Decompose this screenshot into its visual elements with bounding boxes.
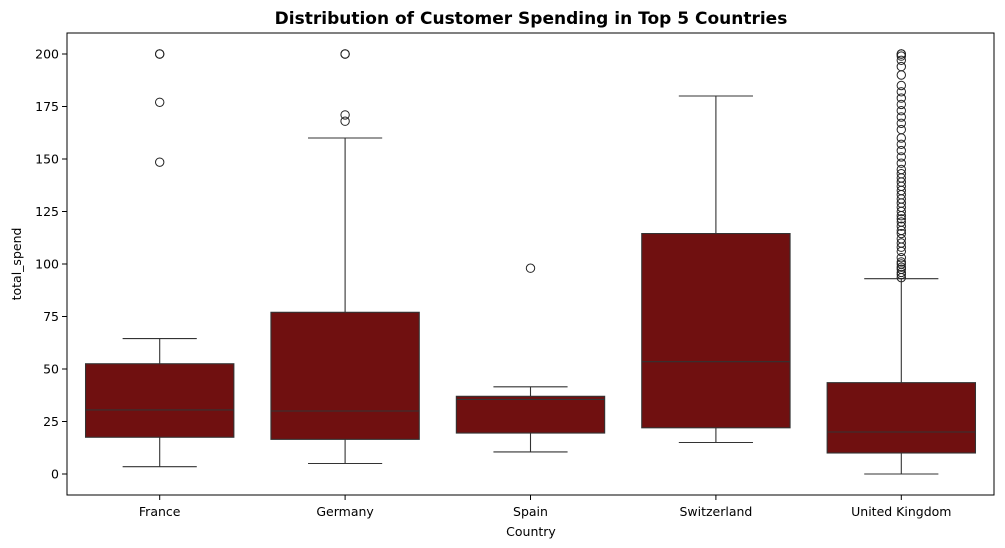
- outlier-point: [896, 112, 906, 122]
- outlier-point: [340, 49, 350, 59]
- iqr-box: [641, 233, 791, 429]
- y-tick-label: 125: [35, 204, 59, 219]
- y-tick-label: 25: [43, 414, 59, 429]
- outlier-point: [896, 106, 906, 116]
- x-tick-label: France: [139, 504, 181, 519]
- outlier-point: [525, 263, 536, 273]
- y-tick-label: 0: [51, 467, 59, 482]
- outlier-point: [896, 214, 906, 224]
- x-tick-label: Spain: [513, 504, 548, 519]
- y-tick-label: 175: [35, 99, 59, 114]
- outlier-point: [896, 238, 906, 248]
- outlier-point: [896, 164, 906, 175]
- outlier-point: [896, 80, 906, 91]
- outlier-point: [896, 145, 906, 156]
- y-tick-label: 100: [35, 257, 59, 272]
- y-tick-label: 150: [35, 152, 59, 167]
- outlier-point: [896, 93, 906, 103]
- outlier-point: [896, 49, 906, 59]
- outlier-point: [896, 221, 906, 231]
- outlier-point: [896, 139, 906, 150]
- plot-area: 0 25 50 75 100 125 150 175 200 France Germany Spain…: [35, 47, 977, 519]
- outlier-point: [896, 99, 906, 110]
- iqr-box: [455, 395, 606, 434]
- outlier-point: [155, 97, 165, 108]
- outlier-point: [896, 55, 906, 65]
- plot-frame: [66, 32, 995, 496]
- y-axis-label: total_spend: [9, 228, 24, 301]
- outlier-point: [340, 116, 350, 126]
- x-tick-label: United Kingdom: [851, 504, 951, 519]
- outlier-point: [896, 228, 906, 239]
- outlier-point: [896, 169, 906, 179]
- y-tick-label: 200: [35, 47, 59, 62]
- outlier-point: [896, 61, 906, 72]
- outlier-point: [896, 152, 906, 162]
- outlier-point: [896, 217, 906, 227]
- x-tick-label: Germany: [316, 504, 374, 519]
- outlier-point: [896, 262, 906, 272]
- outlier-point: [155, 157, 165, 167]
- outlier-point: [155, 49, 165, 59]
- y-tick-label: 75: [43, 309, 59, 324]
- outlier-point: [896, 257, 906, 267]
- outlier-point: [896, 133, 906, 143]
- outlier-point: [896, 124, 906, 135]
- iqr-box: [84, 363, 235, 438]
- x-axis-label: Country: [506, 524, 556, 539]
- y-tick-label: 50: [43, 362, 59, 377]
- iqr-box: [826, 382, 977, 454]
- x-tick-label: Switzerland: [679, 504, 752, 519]
- outlier-point: [896, 87, 906, 97]
- iqr-box: [270, 311, 420, 440]
- outlier-point: [896, 253, 906, 263]
- outlier-point: [340, 110, 350, 120]
- outlier-point: [896, 118, 906, 129]
- chart-title: Distribution of Customer Spending in Top…: [275, 9, 788, 29]
- outlier-point: [896, 70, 906, 80]
- outlier-point: [896, 158, 906, 168]
